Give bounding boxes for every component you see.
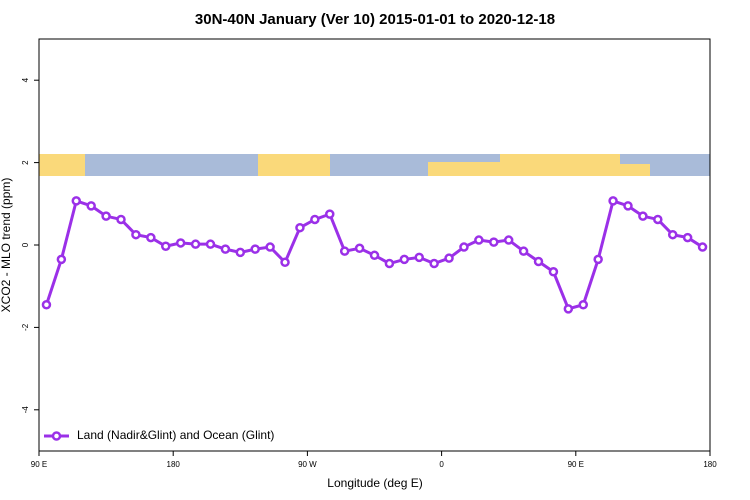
- y-tick-label: 4: [21, 77, 30, 82]
- point: [41, 299, 52, 310]
- point: [175, 238, 186, 248]
- point: [339, 246, 350, 256]
- x-tick-label: 90 E: [568, 460, 584, 469]
- land: [258, 154, 330, 176]
- point: [265, 242, 275, 252]
- point: [444, 253, 454, 263]
- point: [131, 229, 141, 240]
- point: [638, 211, 648, 221]
- point: [533, 256, 544, 267]
- x-axis-label: Longitude (deg E): [327, 476, 422, 490]
- point: [503, 235, 514, 245]
- x-tick-label: 180: [703, 460, 717, 469]
- x-tick-label: 180: [167, 460, 181, 469]
- point: [608, 196, 618, 206]
- point: [280, 257, 290, 268]
- point: [325, 209, 335, 219]
- point: [563, 304, 574, 314]
- point: [146, 232, 156, 243]
- point: [295, 222, 305, 233]
- plot-frame: [38, 38, 711, 452]
- point: [250, 244, 260, 254]
- y-tick-label: 2: [21, 160, 30, 165]
- point: [489, 237, 499, 247]
- point: [682, 232, 693, 243]
- point: [518, 246, 529, 256]
- chart-title: 30N-40N January (Ver 10) 2015-01-01 to 2…: [195, 11, 555, 28]
- land: [39, 154, 85, 176]
- point: [623, 201, 633, 211]
- point: [474, 235, 484, 245]
- point: [578, 299, 589, 310]
- map-strip: [39, 154, 710, 176]
- point: [459, 242, 469, 252]
- land: [620, 164, 650, 176]
- point: [56, 254, 67, 265]
- land: [500, 154, 620, 176]
- point: [697, 242, 708, 252]
- y-tick-label: -2: [21, 323, 30, 331]
- x-tick-label: 0: [439, 460, 444, 469]
- point: [205, 239, 216, 249]
- point: [235, 247, 246, 258]
- point: [101, 211, 111, 221]
- x-tick-label: 90 E: [31, 460, 47, 469]
- point: [310, 214, 320, 225]
- point: [548, 267, 559, 277]
- y-tick-label: -4: [21, 406, 30, 414]
- x-tick-label: 90 W: [298, 460, 317, 469]
- point: [593, 254, 603, 265]
- point: [429, 258, 439, 269]
- legend-marker: [51, 431, 62, 441]
- point: [160, 241, 171, 251]
- y-tick-label: 0: [21, 242, 30, 247]
- legend-label: Land (Nadir&Glint) and Ocean (Glint): [77, 428, 274, 442]
- point: [414, 252, 424, 263]
- point: [399, 254, 410, 265]
- point: [116, 214, 126, 225]
- point: [220, 244, 231, 254]
- point: [86, 201, 96, 211]
- point: [667, 229, 678, 240]
- point: [190, 239, 201, 249]
- land: [428, 162, 500, 176]
- y-axis-label: XCO2 - MLO trend (ppm): [0, 178, 13, 313]
- point: [653, 214, 663, 225]
- point: [384, 258, 395, 269]
- point: [354, 243, 365, 254]
- point: [71, 196, 82, 206]
- point: [369, 250, 380, 261]
